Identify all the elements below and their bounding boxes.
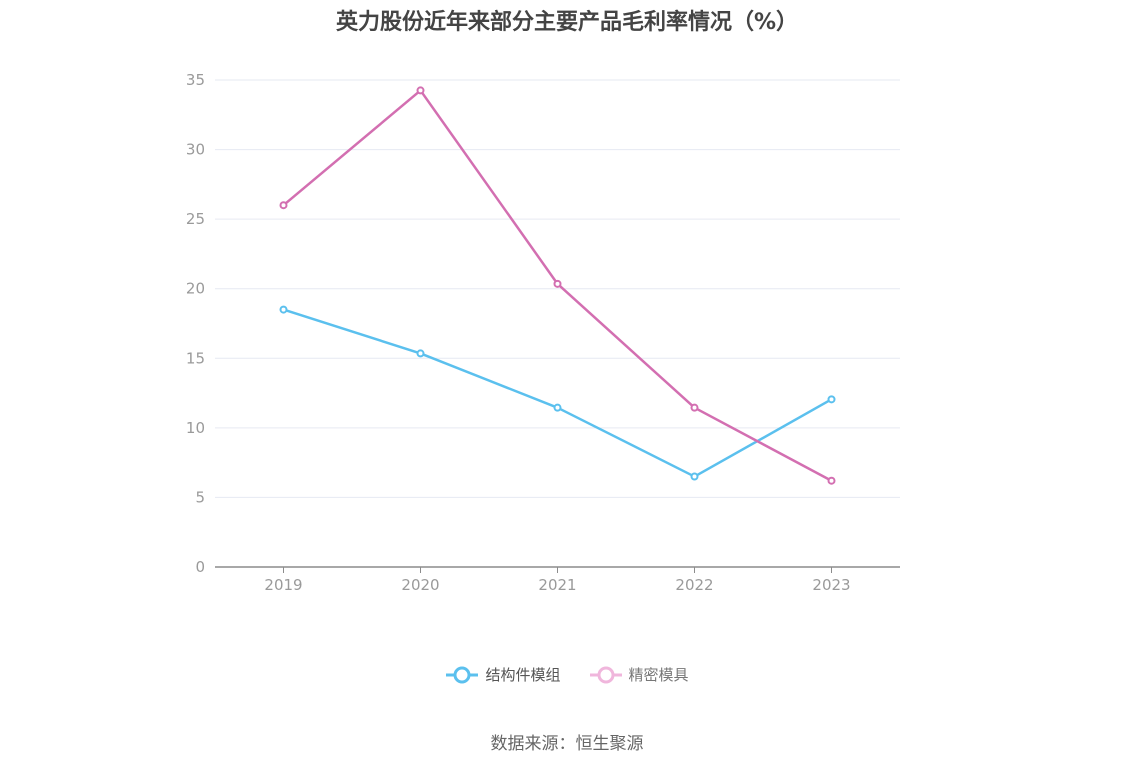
data-point-series-1[interactable] xyxy=(416,86,425,95)
data-point-series-1[interactable] xyxy=(553,279,562,288)
legend: 结构件模组 精密模具 xyxy=(0,664,1134,685)
series-line-0 xyxy=(283,308,833,478)
y-tick-label: 0 xyxy=(195,558,205,576)
data-source-note: 数据来源：恒生聚源 xyxy=(490,734,644,754)
y-tick-label: 30 xyxy=(186,141,205,159)
x-tick-label: 2019 xyxy=(264,576,302,594)
data-point-series-0[interactable] xyxy=(690,472,699,481)
y-tick-label: 5 xyxy=(195,488,205,506)
legend-swatch-structural-module xyxy=(446,666,479,683)
legend-label-structural-module: 结构件模组 xyxy=(485,666,561,684)
x-tick-label: 2022 xyxy=(675,576,713,594)
legend-item-structural-module[interactable]: 结构件模组 xyxy=(445,664,561,685)
data-point-series-1[interactable] xyxy=(827,476,836,485)
data-point-series-0[interactable] xyxy=(416,349,425,358)
data-point-series-0[interactable] xyxy=(279,305,288,314)
y-tick-label: 10 xyxy=(186,419,205,437)
x-tick-label: 2023 xyxy=(812,576,850,594)
axes: 0 5 10 15 20 25 30 35 2019 2020 2021 2022 2023 xyxy=(186,71,900,594)
gridlines xyxy=(215,79,900,498)
y-tick-label: 20 xyxy=(186,280,205,298)
y-tick-label: 15 xyxy=(186,349,205,367)
x-tick-label: 2021 xyxy=(538,576,576,594)
series-lines xyxy=(279,86,836,485)
data-point-series-1[interactable] xyxy=(690,403,699,412)
chart-title: 英力股份近年来部分主要产品毛利率情况（%） xyxy=(335,10,799,35)
data-point-series-0[interactable] xyxy=(553,403,562,412)
y-tick-label: 35 xyxy=(186,71,205,89)
x-tick-label: 2020 xyxy=(401,576,439,594)
legend-item-precision-mold[interactable]: 精密模具 xyxy=(589,664,689,685)
legend-label-precision-mold: 精密模具 xyxy=(628,666,689,684)
legend-swatch-precision-mold xyxy=(589,666,622,683)
data-point-series-0[interactable] xyxy=(827,395,836,404)
data-point-series-1[interactable] xyxy=(279,201,288,210)
y-tick-label: 25 xyxy=(186,210,205,228)
